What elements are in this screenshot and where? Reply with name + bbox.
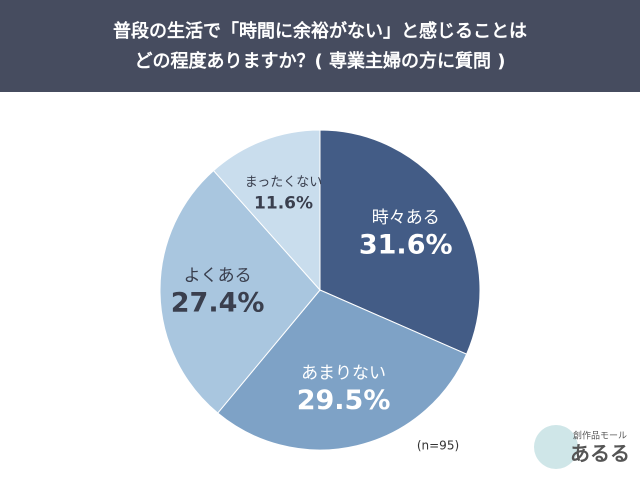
slice-label: まったくない — [245, 175, 322, 190]
value-label: 29.5% — [297, 385, 391, 416]
logo-tagline: 創作品モール — [573, 430, 627, 442]
logo-name: あるる — [570, 442, 630, 466]
slice-label: あまりない — [301, 364, 386, 384]
pie-slice — [159, 169, 321, 414]
chart-title: どの程度ありますか？( 専業主婦の方に質問 ) — [135, 50, 506, 72]
value-label: 31.6% — [359, 229, 453, 260]
logo-icon — [534, 425, 578, 469]
pie-slice — [212, 129, 321, 292]
value-label: 27.4% — [171, 287, 265, 318]
pie-slice — [319, 129, 481, 355]
header-band — [0, 0, 640, 92]
slice-label: よくある — [184, 266, 252, 286]
pie-slice — [217, 289, 468, 451]
value-label: 11.6% — [254, 193, 313, 213]
chart-title: 普段の生活で「時間に余裕がない」と感じることは — [113, 20, 527, 42]
slice-label: 時々ある — [372, 208, 440, 228]
note: (n=95) — [417, 439, 459, 453]
